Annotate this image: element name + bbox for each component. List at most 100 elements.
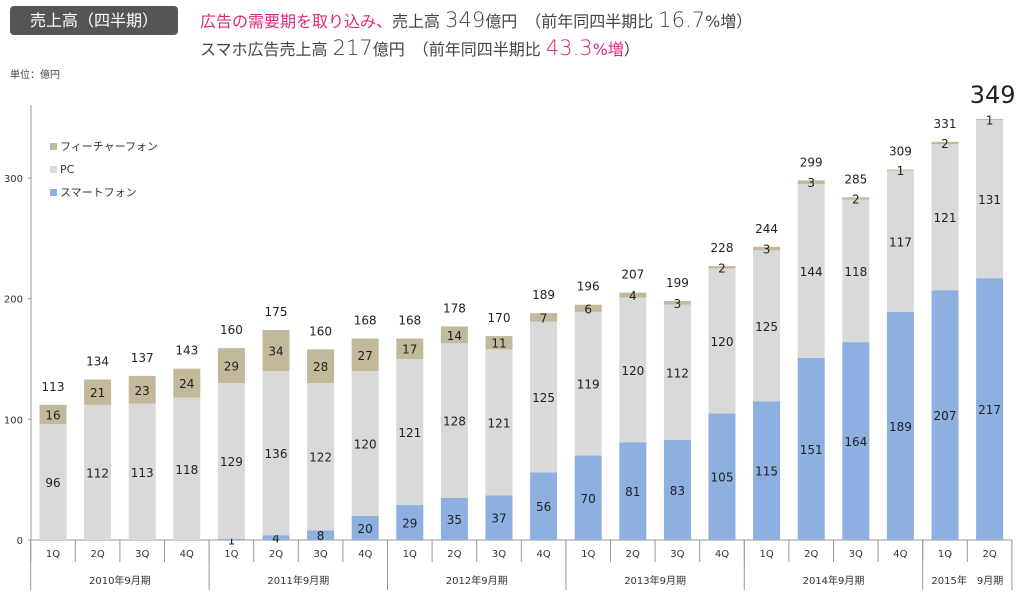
bar-total-label: 143 [175, 344, 198, 358]
bar-value-label: 24 [179, 377, 194, 391]
bar-segment-pc [262, 371, 290, 536]
bar-segment-featurephone [842, 197, 870, 200]
headline-revenue: 広告の需要期を取り込み、売上高 349億円 （前年同四半期比 16.7%増） [200, 8, 752, 32]
bar-total-label: 137 [131, 351, 154, 365]
legend-label: スマートフォン [60, 186, 137, 199]
bar-segment-featurephone [217, 348, 245, 384]
bar-total-label: 175 [265, 305, 288, 319]
bar-segment-featurephone [440, 326, 468, 344]
legend-label: フィーチャーフォン [60, 140, 158, 153]
bar-value-label: 112 [666, 366, 689, 380]
x-category-label: 1Q [938, 549, 952, 560]
bar-total-label: 160 [220, 323, 243, 337]
bar-segment-pc [173, 397, 201, 540]
bar-total-label: 134 [86, 355, 109, 369]
bar-total-label: 285 [844, 172, 867, 186]
x-group-label: 2010年9月期 [89, 574, 151, 587]
bar-segment-featurephone [173, 368, 201, 398]
bar-segment-featurephone [262, 330, 290, 372]
bar-value-label: 1 [986, 113, 994, 127]
bar-segment-pc [396, 359, 424, 506]
bar-value-label: 6 [584, 302, 592, 316]
revenue-growth: 16.7 [658, 8, 706, 32]
x-category-label: 3Q [313, 549, 327, 560]
x-category-label: 2Q [804, 549, 818, 560]
bar-segment-pc [842, 199, 870, 343]
bar-value-label: 29 [402, 517, 417, 531]
bar-value-label: 16 [45, 409, 60, 423]
bar-segment-pc [619, 297, 647, 443]
revenue-value: 349 [445, 8, 486, 32]
bar-segment-featurephone [574, 304, 602, 312]
bar-segment-featurephone [84, 379, 112, 405]
bar-total-label: 299 [800, 155, 823, 169]
section-badge: 売上高（四半期） [10, 6, 178, 35]
headline-emphasis: 広告の需要期を取り込み、 [200, 12, 393, 31]
y-tick-label: 100 [4, 415, 23, 426]
bar-total-label: 349 [970, 81, 1016, 109]
headline-text: スマホ広告売上高 [200, 40, 333, 59]
bar-value-label: 207 [934, 409, 957, 423]
bar-segment-pc [663, 304, 691, 440]
bar-value-label: 1 [228, 533, 236, 547]
bar-segment-featurephone [619, 292, 647, 298]
smartphone-growth: 43.3 [545, 36, 593, 60]
bar-value-label: 81 [625, 485, 640, 499]
bar-total-label: 160 [309, 324, 332, 338]
bar-value-label: 120 [354, 437, 377, 451]
x-category-label: 3Q [492, 549, 506, 560]
bar-segment-featurephone [976, 118, 1004, 121]
x-category-label: 2Q [447, 549, 461, 560]
bar-value-label: 117 [889, 235, 912, 249]
bar-value-label: 121 [934, 211, 957, 225]
bar-segment-smartphone [440, 497, 468, 540]
bar-value-label: 125 [755, 320, 778, 334]
bar-total-label: 199 [666, 276, 689, 290]
bar-value-label: 3 [674, 297, 682, 311]
bar-segment-smartphone [307, 530, 335, 540]
headline-text: %増 [592, 40, 624, 59]
bar-segment-smartphone [530, 472, 558, 540]
bar-segment-featurephone [797, 180, 825, 185]
bar-segment-smartphone [931, 290, 959, 540]
bar-total-label: 331 [934, 117, 957, 131]
bar-value-label: 14 [447, 329, 462, 343]
bar-value-label: 37 [491, 512, 506, 526]
bar-value-label: 118 [175, 463, 198, 477]
bar-segment-featurephone [753, 246, 781, 251]
bar-value-label: 3 [807, 176, 815, 190]
bar-value-label: 125 [532, 391, 555, 405]
bar-value-label: 151 [800, 443, 823, 457]
bar-value-label: 112 [86, 466, 109, 480]
bar-value-label: 28 [313, 360, 328, 374]
bar-segment-smartphone [351, 515, 379, 540]
x-group-label: 2011年9月期 [267, 574, 329, 587]
bar-value-label: 105 [711, 471, 734, 485]
smartphone-revenue-value: 217 [332, 36, 373, 60]
bar-segment-featurephone [886, 169, 914, 171]
bar-value-label: 122 [309, 451, 332, 465]
legend-swatch [50, 143, 57, 150]
bar-segment-pc [84, 404, 112, 540]
bar-value-label: 17 [402, 343, 417, 357]
bar-total-label: 244 [755, 222, 778, 236]
bar-segment-featurephone [396, 338, 424, 359]
headline-text: %増） [705, 12, 753, 31]
x-group-label: 2012年9月期 [446, 574, 508, 587]
x-group-label: 2014年9月期 [803, 574, 865, 587]
bar-total-label: 189 [532, 288, 555, 302]
x-category-label: 2Q [269, 549, 283, 560]
bar-value-label: 11 [491, 337, 506, 351]
bar-value-label: 35 [447, 513, 462, 527]
bar-value-label: 1 [897, 164, 905, 178]
y-tick-label: 0 [17, 536, 23, 547]
bar-value-label: 113 [131, 466, 154, 480]
unit-label: 単位：億円 [10, 70, 60, 81]
x-category-label: 2Q [982, 549, 996, 560]
bar-value-label: 128 [443, 415, 466, 429]
bar-segment-pc [708, 268, 736, 414]
bar-segment-smartphone [217, 538, 245, 540]
x-category-label: 1Q [759, 549, 773, 560]
x-category-label: 1Q [403, 549, 417, 560]
bar-value-label: 8 [317, 529, 325, 543]
